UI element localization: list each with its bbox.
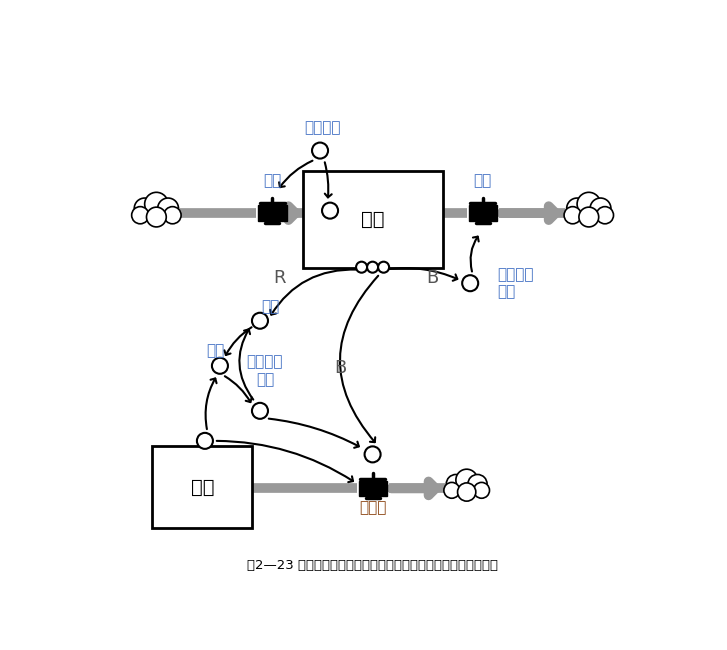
Text: 图2—23 有一个增强回路且受到不可再生资源限制的经济资本系统: 图2—23 有一个增强回路且受到不可再生资源限制的经济资本系统 — [247, 560, 498, 573]
Text: 利润: 利润 — [261, 299, 279, 314]
Text: 资源: 资源 — [190, 478, 214, 497]
Circle shape — [462, 275, 478, 291]
Circle shape — [134, 198, 155, 219]
Text: 增长目标: 增长目标 — [305, 120, 341, 136]
Circle shape — [146, 207, 166, 227]
Text: R: R — [274, 269, 286, 287]
Circle shape — [457, 483, 475, 501]
Circle shape — [158, 198, 179, 219]
Circle shape — [132, 207, 149, 224]
Circle shape — [474, 482, 489, 499]
FancyBboxPatch shape — [153, 446, 252, 528]
Circle shape — [356, 262, 367, 273]
Polygon shape — [259, 205, 286, 221]
Text: 投资: 投资 — [263, 173, 281, 188]
Text: 开采量: 开采量 — [359, 500, 386, 515]
Circle shape — [579, 207, 599, 227]
Circle shape — [252, 313, 268, 329]
Text: B: B — [427, 269, 439, 287]
Circle shape — [252, 403, 268, 419]
Text: 资本: 资本 — [361, 210, 385, 229]
Circle shape — [566, 198, 587, 219]
Circle shape — [444, 482, 459, 499]
Circle shape — [164, 207, 181, 224]
Circle shape — [367, 262, 378, 273]
Circle shape — [590, 198, 611, 219]
Circle shape — [145, 192, 168, 216]
Circle shape — [564, 207, 582, 224]
Circle shape — [312, 142, 328, 159]
Circle shape — [577, 192, 601, 216]
Circle shape — [322, 203, 338, 218]
Circle shape — [596, 207, 614, 224]
Circle shape — [364, 447, 381, 462]
Circle shape — [468, 474, 487, 494]
Text: 折旧: 折旧 — [473, 173, 492, 188]
Text: 单位资本
收益: 单位资本 收益 — [246, 354, 284, 387]
Circle shape — [197, 433, 213, 449]
Polygon shape — [358, 481, 387, 496]
Text: 资本生命
周期: 资本生命 周期 — [498, 267, 534, 300]
Circle shape — [456, 469, 478, 491]
FancyBboxPatch shape — [302, 170, 443, 268]
Circle shape — [378, 262, 389, 273]
Circle shape — [446, 474, 465, 494]
Circle shape — [212, 358, 228, 374]
Text: B: B — [334, 359, 346, 377]
Text: 价格: 价格 — [206, 343, 224, 358]
Polygon shape — [469, 205, 497, 221]
